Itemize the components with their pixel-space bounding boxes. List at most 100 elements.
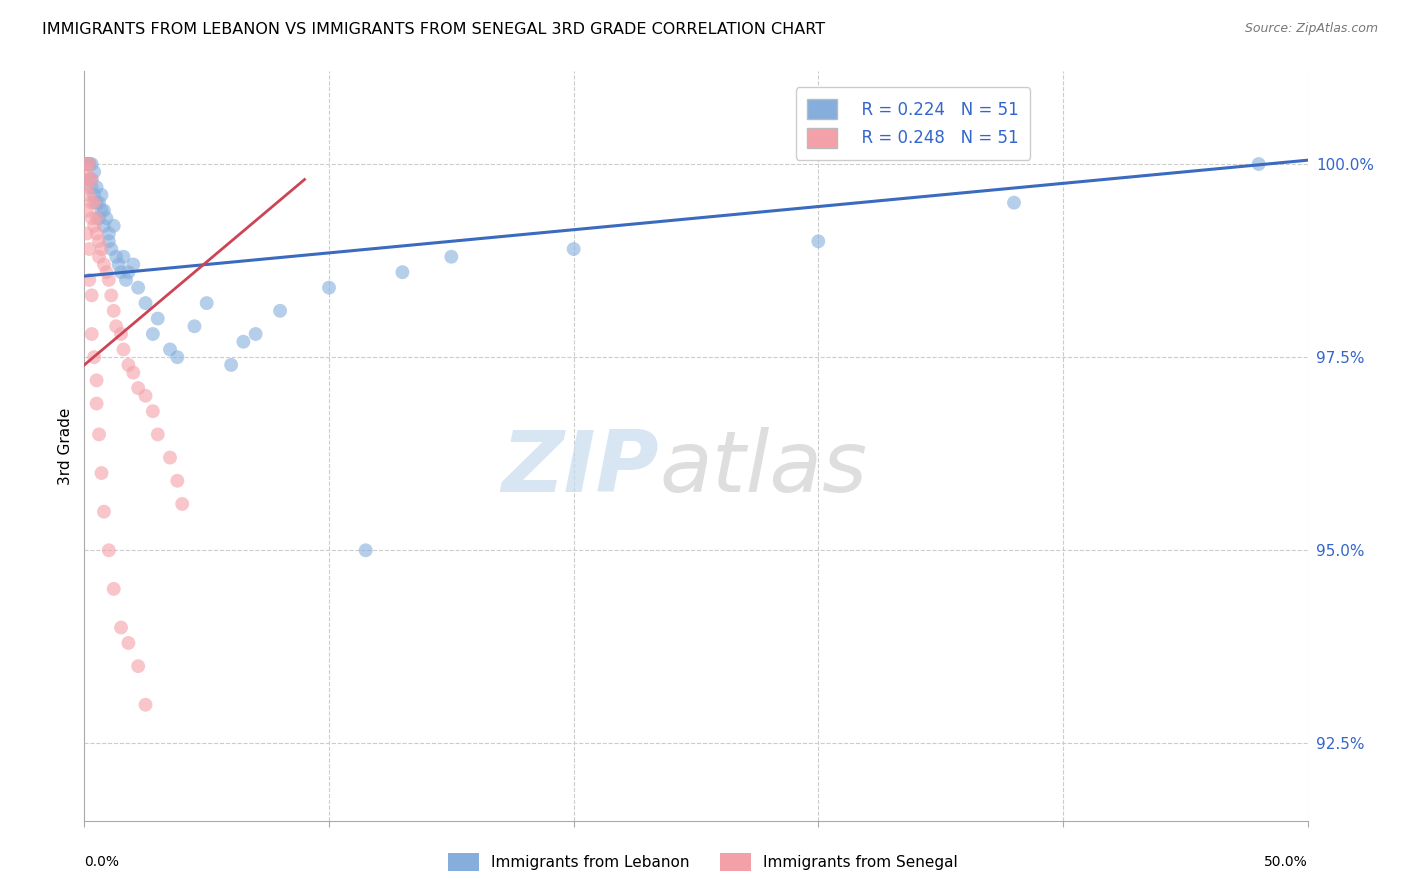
Point	[77, 172, 100, 186]
Point	[183, 319, 205, 334]
Point	[146, 427, 169, 442]
Point	[90, 242, 112, 256]
Text: 0.0%: 0.0%	[84, 855, 120, 870]
Point	[80, 211, 103, 226]
Point	[562, 242, 585, 256]
Point	[100, 288, 122, 302]
Point	[96, 265, 118, 279]
Point	[77, 242, 100, 256]
Y-axis label: 3rd Grade: 3rd Grade	[58, 408, 73, 484]
Point	[77, 157, 100, 171]
Point	[807, 235, 830, 249]
Point	[195, 296, 218, 310]
Point	[354, 543, 377, 558]
Point	[86, 396, 108, 410]
Point	[86, 373, 108, 387]
Point	[117, 358, 139, 372]
Point	[80, 326, 103, 341]
Point	[83, 195, 105, 210]
Point	[77, 172, 100, 186]
Point	[80, 288, 103, 302]
Point	[318, 280, 340, 294]
Point	[105, 250, 128, 264]
Point	[142, 326, 165, 341]
Point	[97, 235, 120, 249]
Point	[80, 172, 103, 186]
Point	[80, 157, 103, 171]
Point	[219, 358, 242, 372]
Point	[135, 389, 157, 403]
Point	[142, 404, 165, 418]
Point	[105, 319, 128, 334]
Point	[117, 265, 139, 279]
Point	[77, 157, 100, 171]
Point	[76, 165, 98, 179]
Point	[86, 180, 108, 194]
Point	[112, 343, 135, 357]
Point	[159, 450, 181, 465]
Point	[87, 250, 110, 264]
Point	[93, 505, 115, 519]
Point	[122, 257, 145, 271]
Point	[97, 227, 120, 241]
Point	[80, 172, 103, 186]
Point	[76, 180, 98, 194]
Point	[110, 265, 132, 279]
Point	[76, 227, 98, 241]
Text: atlas: atlas	[659, 427, 868, 510]
Point	[90, 466, 112, 480]
Point	[110, 326, 132, 341]
Point	[77, 188, 100, 202]
Point	[93, 219, 115, 233]
Point	[135, 698, 157, 712]
Point	[87, 195, 110, 210]
Legend:   R = 0.224   N = 51,   R = 0.248   N = 51: R = 0.224 N = 51, R = 0.248 N = 51	[796, 87, 1031, 160]
Point	[76, 203, 98, 218]
Point	[159, 343, 181, 357]
Point	[110, 621, 132, 635]
Point	[83, 165, 105, 179]
Point	[90, 203, 112, 218]
Point	[166, 350, 188, 364]
Point	[83, 188, 105, 202]
Point	[115, 273, 138, 287]
Point	[391, 265, 413, 279]
Point	[80, 195, 103, 210]
Point	[77, 273, 100, 287]
Point	[100, 242, 122, 256]
Text: 50.0%: 50.0%	[1264, 855, 1308, 870]
Point	[97, 543, 120, 558]
Point	[245, 326, 267, 341]
Point	[87, 235, 110, 249]
Point	[127, 381, 149, 395]
Point	[166, 474, 188, 488]
Point	[127, 659, 149, 673]
Legend: Immigrants from Lebanon, Immigrants from Senegal: Immigrants from Lebanon, Immigrants from…	[443, 847, 963, 877]
Point	[86, 211, 108, 226]
Point	[1002, 195, 1025, 210]
Point	[86, 195, 108, 210]
Point	[93, 203, 115, 218]
Point	[83, 219, 105, 233]
Point	[232, 334, 254, 349]
Point	[117, 636, 139, 650]
Point	[1247, 157, 1270, 171]
Point	[86, 227, 108, 241]
Point	[76, 157, 98, 171]
Text: Source: ZipAtlas.com: Source: ZipAtlas.com	[1244, 22, 1378, 36]
Point	[83, 350, 105, 364]
Point	[77, 157, 100, 171]
Text: IMMIGRANTS FROM LEBANON VS IMMIGRANTS FROM SENEGAL 3RD GRADE CORRELATION CHART: IMMIGRANTS FROM LEBANON VS IMMIGRANTS FR…	[42, 22, 825, 37]
Point	[127, 280, 149, 294]
Point	[76, 157, 98, 171]
Text: ZIP: ZIP	[502, 427, 659, 510]
Point	[90, 188, 112, 202]
Point	[122, 366, 145, 380]
Point	[93, 257, 115, 271]
Point	[103, 582, 125, 596]
Point	[103, 303, 125, 318]
Point	[76, 157, 98, 171]
Point	[96, 211, 118, 226]
Point	[172, 497, 194, 511]
Point	[112, 250, 135, 264]
